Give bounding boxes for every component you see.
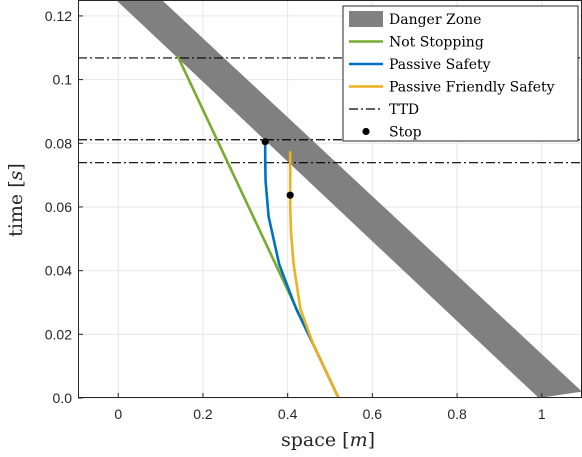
y-tick-label: 0.06 [45,199,72,215]
legend-item: Passive Friendly Safety [349,80,555,96]
stop-point [261,138,269,146]
legend-item: Passive Safety [349,57,491,73]
legend-label: Passive Safety [389,57,491,73]
y-tick-label: 0.12 [45,8,72,24]
legend-item: Stop [362,125,422,141]
legend-item: Not Stopping [349,35,484,51]
stop-point [286,191,294,199]
legend-label: Stop [389,125,422,141]
legend-swatch [349,11,383,27]
x-axis: 0 0.2 0.4 0.6 0.8 1 [114,393,546,422]
y-tick-label: 0.0 [53,390,73,406]
legend-label: TTD [389,102,419,118]
legend-item: Danger Zone [349,11,481,28]
x-tick-label: 0.8 [447,406,467,422]
legend-label: Passive Friendly Safety [389,80,555,96]
y-axis: 0.0 0.02 0.04 0.06 0.08 0.1 0.12 [45,8,83,406]
y-tick-label: 0.08 [45,135,72,151]
legend-label: Not Stopping [389,35,484,51]
x-tick-label: 0 [114,406,122,422]
legend-swatch [362,127,370,136]
legend-label: Danger Zone [389,12,481,28]
x-tick-label: 0.2 [193,406,213,422]
passive-friendly-safety-line [288,151,340,398]
x-tick-label: 1 [538,406,546,422]
y-tick-label: 0.04 [45,263,72,279]
x-tick-label: 0.6 [363,406,383,422]
plot-area [78,0,582,398]
y-tick-label: 0.1 [53,72,73,88]
legend-item: TTD [349,102,419,118]
x-axis-label: space [m] [281,429,375,451]
legend: Danger Zone Not Stopping Passive Safety Pas… [342,5,579,142]
danger-zone-band [116,0,582,398]
y-tick-label: 0.02 [45,326,72,342]
y-axis-label: time [s] [5,163,27,237]
legend-box [342,5,579,142]
x-tick-label: 0.4 [278,406,298,422]
